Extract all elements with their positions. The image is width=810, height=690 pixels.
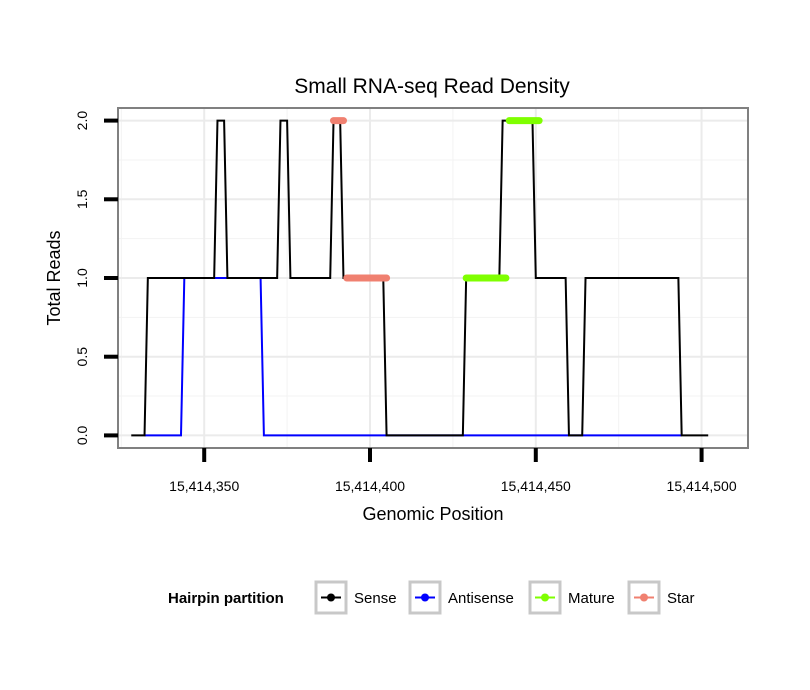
- y-tick-label: 1.5: [74, 189, 90, 209]
- series-layer: [131, 117, 709, 437]
- legend-label-mature: Mature: [568, 590, 615, 607]
- legend-dot-sense: [327, 593, 335, 602]
- legend-dot-star: [640, 593, 648, 602]
- y-tick-label: 0.0: [74, 425, 90, 445]
- y-tick-label: 0.5: [74, 347, 90, 367]
- legend-dot-antisense: [421, 593, 429, 602]
- legend: Hairpin partition Sense Antisense Mature Sta…: [168, 580, 695, 615]
- x-tick-label: 15,414,400: [335, 478, 405, 494]
- chart-title: Small RNA-seq Read Density: [294, 75, 570, 98]
- legend-label-antisense: Antisense: [448, 590, 514, 607]
- y-tick-label: 2.0: [74, 111, 90, 131]
- x-tick-label: 15,414,500: [667, 478, 737, 494]
- legend-dot-mature: [541, 593, 549, 602]
- x-axis-label: Genomic Position: [362, 504, 503, 524]
- legend-title: Hairpin partition: [168, 590, 284, 607]
- axis-layer: 15,414,350 15,414,400 15,414,450 15,414,500…: [74, 111, 737, 494]
- legend-label-sense: Sense: [354, 590, 397, 607]
- y-tick-label: 1.0: [74, 268, 90, 288]
- series-antisense-line: [144, 277, 682, 437]
- x-tick-label: 15,414,350: [169, 478, 239, 494]
- y-axis-label: Total Reads: [44, 230, 64, 325]
- legend-label-star: Star: [667, 590, 695, 607]
- x-tick-label: 15,414,450: [501, 478, 571, 494]
